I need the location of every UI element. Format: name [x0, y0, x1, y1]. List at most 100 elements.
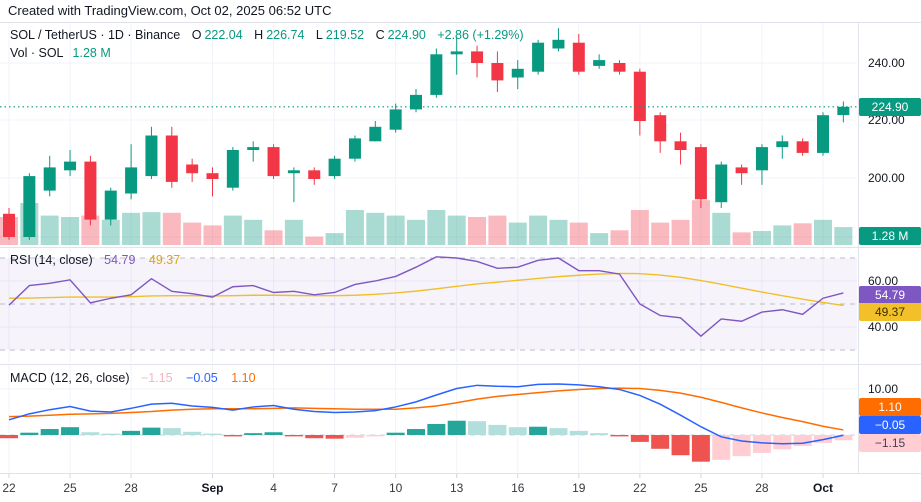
candle-body: [267, 147, 280, 177]
date-label: 13: [450, 481, 464, 495]
candle-body: [715, 164, 728, 203]
volume-bar: [264, 230, 283, 245]
macd-line-value: −0.05: [186, 371, 218, 385]
candle-body: [125, 167, 138, 194]
macd-histogram-bar: [386, 432, 405, 435]
volume-bar: [630, 210, 649, 245]
macd-histogram-bar: [691, 435, 710, 462]
date-label: Sep: [201, 481, 224, 495]
macd-histogram-bar: [305, 435, 324, 439]
date-label: 19: [572, 481, 586, 495]
volume-bar: [671, 219, 690, 245]
candle-body: [64, 161, 77, 171]
macd-histogram-bar: [223, 435, 242, 437]
rsi-indicator-title[interactable]: RSI (14, close): [10, 253, 93, 267]
candle-body: [104, 190, 117, 220]
date-label: 16: [511, 481, 525, 495]
candle-body: [247, 147, 260, 150]
candle-body: [308, 170, 321, 179]
macd-histogram-bar: [325, 435, 344, 439]
candle-body: [287, 170, 300, 174]
volume-bar: [142, 212, 161, 245]
macd-legend: MACD (12, 26, close) −1.15 −0.05 1.10: [10, 369, 256, 387]
volume-bar: [447, 215, 466, 245]
axis-value-badge: −1.15: [859, 434, 921, 452]
date-label: 10: [388, 481, 403, 495]
price-change: +2.86 (+1.29%): [437, 28, 524, 42]
macd-hist-value: −1.15: [140, 371, 173, 385]
ohlc-open-key: O: [191, 28, 202, 42]
volume-bar: [610, 230, 629, 245]
macd-histogram-bar: [407, 429, 425, 435]
macd-histogram-bar: [427, 423, 446, 435]
axis-tick-label: 200.00: [868, 171, 905, 185]
macd-histogram-bar: [61, 427, 80, 435]
volume-bar: [793, 223, 812, 245]
ohlc-open-value: 222.04: [204, 28, 243, 42]
macd-histogram-bar: [0, 435, 18, 439]
macd-histogram-bar: [468, 421, 487, 435]
attribution-bar: Created with TradingView.com, Oct 02, 20…: [0, 0, 921, 22]
symbol-title[interactable]: SOL / TetherUS · 1D · Binance: [10, 28, 181, 42]
volume-bar: [305, 236, 324, 245]
candle-body: [328, 158, 341, 177]
volume-bar: [183, 222, 202, 245]
macd-histogram-bar: [590, 433, 609, 435]
macd-histogram-bar: [569, 430, 588, 435]
macd-histogram-bar: [40, 429, 59, 435]
candle-body: [694, 147, 707, 200]
volume-bar: [122, 212, 141, 245]
candle-body: [776, 141, 789, 148]
macd-histogram-bar: [529, 426, 548, 435]
volume-bar: [40, 215, 59, 245]
macd-indicator-title[interactable]: MACD (12, 26, close): [10, 371, 130, 385]
axis-value-badge: 224.90: [859, 98, 921, 116]
macd-histogram-bar: [732, 435, 751, 457]
candle-body: [654, 115, 667, 142]
ohlc-close-value: 224.90: [387, 28, 426, 42]
macd-histogram-bar: [488, 424, 507, 435]
rsi-ma-value: 49.37: [148, 253, 181, 267]
macd-signal-line: [8, 387, 844, 431]
attribution-link[interactable]: Created with TradingView.com, Oct 02, 20…: [8, 3, 332, 18]
volume-bar: [386, 215, 405, 245]
volume-indicator-title[interactable]: Vol · SOL: [10, 46, 64, 60]
candle-body: [796, 141, 809, 153]
candle-body: [674, 141, 687, 150]
axis-value-badge: 54.79: [859, 286, 921, 304]
macd-histogram-bar: [610, 435, 629, 437]
volume-bar: [366, 212, 385, 245]
volume-bar: [325, 233, 344, 245]
macd-histogram-bar: [793, 435, 812, 447]
macd-histogram-bar: [651, 435, 670, 449]
volume-bar: [101, 219, 120, 245]
macd-histogram-bar: [81, 432, 100, 435]
volume-bar: [203, 225, 222, 245]
macd-histogram-bar: [773, 435, 792, 450]
candle-body: [23, 176, 36, 237]
candle-body: [450, 51, 463, 55]
volume-bar: [814, 219, 832, 245]
candle-body: [145, 135, 158, 177]
candle-body: [552, 39, 565, 49]
macd-histogram-bar: [834, 435, 853, 441]
candle-body: [206, 173, 219, 179]
axis-tick-label: 220.00: [868, 113, 905, 127]
ohlc-close-key: C: [375, 28, 385, 42]
ohlc-low-value: 219.52: [325, 28, 365, 42]
volume-bar: [651, 222, 670, 245]
candle-body: [837, 106, 850, 116]
volume-bar: [732, 232, 751, 245]
macd-histogram-bar: [203, 433, 222, 435]
volume-bar: [407, 219, 425, 245]
macd-histogram-bar: [142, 427, 161, 435]
date-label: 4: [270, 481, 277, 495]
macd-main-line: [8, 383, 844, 445]
volume-bar: [569, 222, 588, 245]
axis-value-badge: 49.37: [859, 303, 921, 321]
axis-tick-label: 240.00: [868, 56, 905, 70]
candle-body: [165, 135, 178, 182]
volume-bar: [712, 212, 731, 245]
